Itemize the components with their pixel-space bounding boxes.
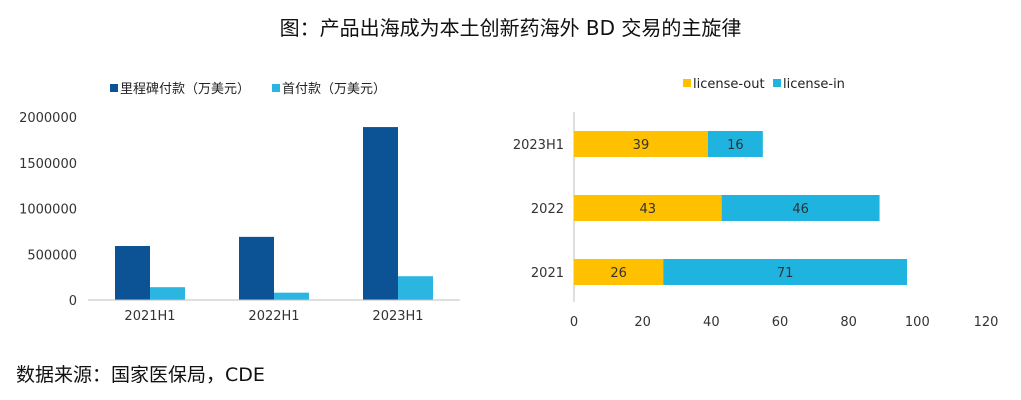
- right-x-tick-label: 20: [634, 315, 651, 330]
- bar-upfront-2021H1: [150, 287, 185, 300]
- right-x-tick-label: 80: [840, 315, 857, 330]
- right-y-category-label: 2022: [531, 202, 564, 217]
- legend-label-license-out: license-out: [693, 77, 765, 92]
- source-note: 数据来源：国家医保局，CDE: [16, 364, 265, 386]
- bar-upfront-2023H1: [398, 276, 433, 300]
- right-legend: license-out license-in: [683, 77, 845, 92]
- right-y-category-label: 2023H1: [513, 138, 564, 153]
- left-y-tick-label: 500000: [27, 248, 77, 263]
- legend-swatch-milestone: [110, 84, 118, 92]
- left-y-tick-label: 0: [69, 294, 77, 309]
- bar-license-out-2022: [574, 195, 722, 221]
- bar-license-out-2021: [574, 259, 664, 285]
- legend-swatch-license-out: [683, 79, 691, 87]
- bar-value-label-license-in-2021: 71: [777, 266, 794, 281]
- license-stacked-bar-chart: license-out license-in 39 16 43 46 26 71 2023…: [513, 77, 999, 330]
- legend-label-upfront: 首付款（万美元）: [282, 82, 386, 97]
- bar-value-label-license-in-2022: 46: [792, 202, 809, 217]
- right-x-tick-label: 40: [703, 315, 720, 330]
- bar-value-label-license-out-2022: 43: [640, 202, 657, 217]
- left-x-tick-label: 2022H1: [248, 309, 299, 324]
- bar-license-in-2022: [721, 195, 880, 221]
- legend-label-license-in: license-in: [783, 77, 845, 92]
- right-y-category-label: 2021: [531, 266, 564, 281]
- right-x-tick-label: 100: [905, 315, 930, 330]
- right-x-tick-label: 60: [772, 315, 789, 330]
- right-bars: 39 16 43 46 26 71: [574, 131, 908, 285]
- bar-value-label-license-out-2021: 26: [610, 266, 627, 281]
- bar-license-in-2021: [663, 259, 908, 285]
- left-x-tick-label: 2023H1: [372, 309, 423, 324]
- right-x-tick-label: 0: [570, 315, 578, 330]
- bar-milestone-2021H1: [115, 246, 150, 300]
- left-x-axis: 2021H1 2022H1 2023H1: [124, 309, 423, 324]
- legend-swatch-license-in: [773, 79, 781, 87]
- left-y-tick-label: 2000000: [19, 111, 77, 126]
- bar-milestone-2022H1: [239, 236, 274, 300]
- left-y-tick-label: 1500000: [19, 157, 77, 172]
- legend-label-milestone: 里程碑付款（万美元）: [120, 81, 250, 97]
- left-bars: [115, 127, 433, 300]
- right-y-axis: 2023H1 2022 2021: [513, 138, 564, 281]
- bar-milestone-2023H1: [363, 127, 398, 300]
- left-y-tick-label: 1000000: [19, 203, 77, 218]
- right-x-axis: 0 20 40 60 80 100 120: [570, 315, 999, 330]
- bar-license-in-2023H1: [707, 131, 763, 157]
- left-legend: 里程碑付款（万美元） 首付款（万美元）: [110, 81, 386, 97]
- milestone-upfront-bar-chart: 里程碑付款（万美元） 首付款（万美元） 0 500000 1000000 150000…: [19, 81, 460, 324]
- bar-upfront-2022H1: [274, 292, 309, 300]
- bar-value-label-license-out-2023H1: 39: [633, 138, 650, 153]
- right-x-tick-label: 120: [974, 315, 999, 330]
- bar-value-label-license-in-2023H1: 16: [727, 138, 744, 153]
- left-y-axis: 0 500000 1000000 1500000 2000000: [19, 111, 77, 309]
- page-title: 图：产品出海成为本土创新药海外 BD 交易的主旋律: [279, 16, 742, 40]
- legend-swatch-upfront: [272, 84, 280, 92]
- left-x-tick-label: 2021H1: [124, 309, 175, 324]
- bar-license-out-2023H1: [574, 131, 708, 157]
